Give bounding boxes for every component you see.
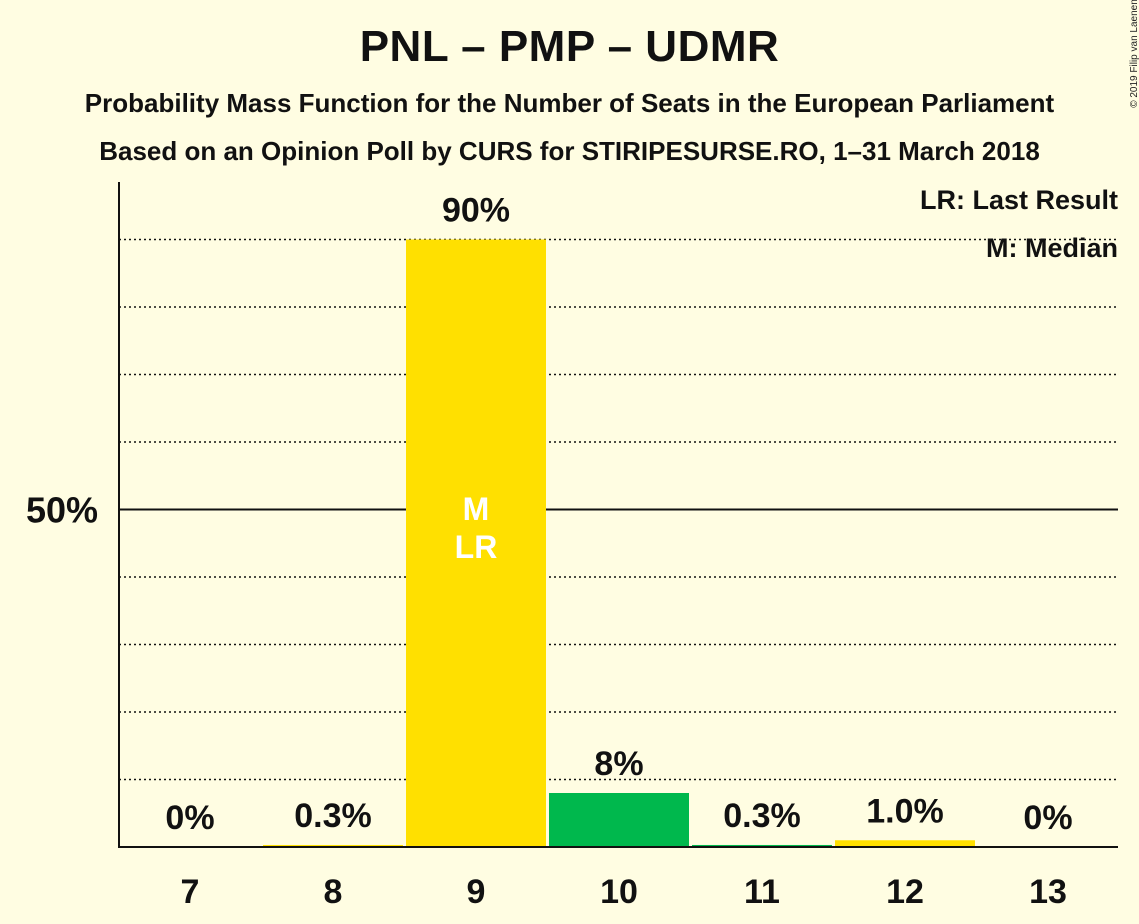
- bar-12: [835, 840, 975, 847]
- x-tick-label: 9: [467, 873, 486, 911]
- chart-subtitle-2: Based on an Opinion Poll by CURS for STI…: [99, 136, 1040, 166]
- legend-last-result: LR: Last Result: [920, 185, 1118, 215]
- bar-8: [263, 844, 403, 847]
- data-label: 0.3%: [294, 797, 372, 835]
- median-mark: M: [463, 491, 490, 527]
- y-tick-label: 50%: [26, 490, 98, 531]
- data-label: 8%: [594, 745, 643, 783]
- bar-9: [406, 239, 546, 847]
- x-tick-label: 11: [744, 873, 780, 911]
- x-tick-label: 8: [324, 873, 343, 911]
- data-label: 1.0%: [866, 792, 944, 830]
- bar-10: [549, 793, 689, 847]
- last-result-mark: LR: [455, 529, 498, 565]
- data-label: 0%: [1023, 799, 1072, 837]
- x-tick-label: 12: [886, 873, 924, 911]
- chart-title: PNL – PMP – UDMR: [359, 22, 780, 71]
- x-tick-label: 10: [600, 873, 638, 911]
- legend-median: M: Median: [986, 233, 1118, 263]
- data-label: 90%: [442, 192, 510, 230]
- data-label: 0%: [165, 799, 214, 837]
- chart-subtitle-1: Probability Mass Function for the Number…: [84, 88, 1055, 118]
- x-tick-label: 13: [1029, 873, 1067, 911]
- data-label: 0.3%: [723, 797, 801, 835]
- x-tick-label: 7: [181, 873, 200, 911]
- bar-11: [692, 844, 832, 847]
